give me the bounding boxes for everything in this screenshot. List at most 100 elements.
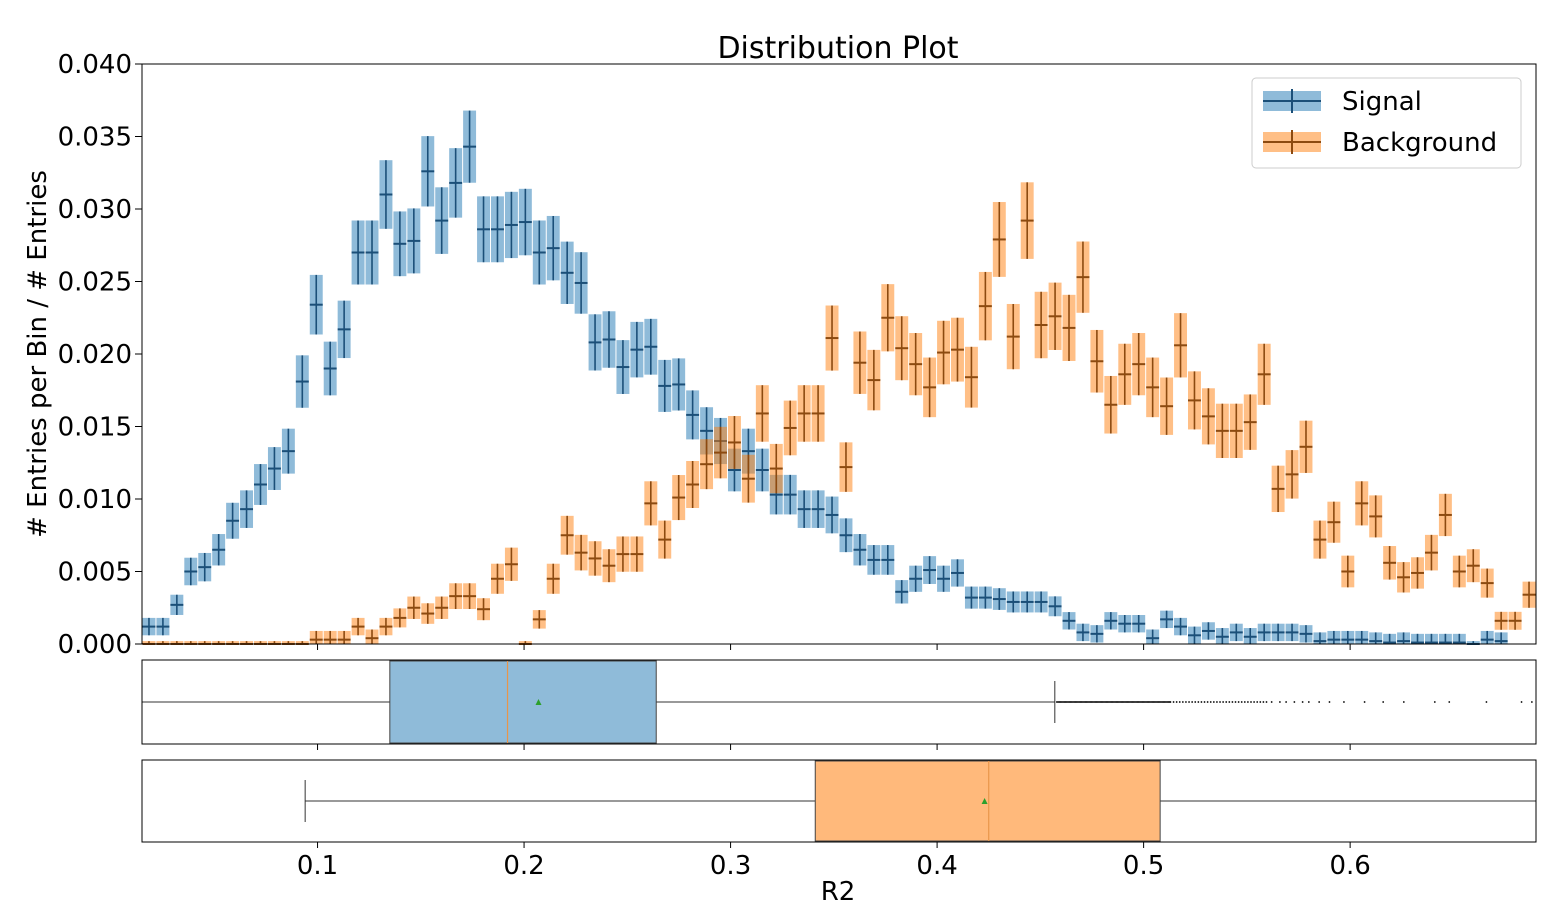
outlier <box>1126 701 1129 703</box>
y-tick-label: 0.025 <box>58 268 132 298</box>
y-tick-label: 0.000 <box>58 630 132 660</box>
outlier <box>1072 701 1074 703</box>
outlier <box>1191 701 1194 703</box>
outlier <box>1185 701 1187 703</box>
outlier <box>1095 701 1098 703</box>
outlier <box>1122 701 1125 703</box>
outlier <box>1234 701 1237 703</box>
outlier <box>1081 701 1084 703</box>
outlier <box>1209 701 1212 703</box>
outlier <box>1167 701 1170 703</box>
y-tick-label: 0.020 <box>58 340 132 370</box>
x-tick-label: 0.6 <box>1329 851 1370 881</box>
outlier <box>1105 701 1108 703</box>
x-axis: 0.1 0.2 0.3 0.4 0.5 0.6 <box>297 644 1371 881</box>
x-tick-label: 0.4 <box>916 851 957 881</box>
outlier <box>1162 701 1165 703</box>
outlier <box>1188 701 1190 703</box>
outlier <box>1151 701 1154 703</box>
outlier <box>1155 701 1157 703</box>
outlier <box>1382 701 1385 703</box>
outlier <box>1247 701 1249 703</box>
outlier <box>1178 701 1181 703</box>
y-tick-label: 0.035 <box>58 123 132 153</box>
outlier <box>1293 701 1296 703</box>
outlier <box>1059 701 1062 703</box>
outlier <box>1058 701 1061 703</box>
outlier <box>1080 701 1083 703</box>
y-tick-label: 0.005 <box>58 558 132 588</box>
outlier <box>1055 701 1058 703</box>
outlier <box>1485 701 1488 703</box>
outlier <box>1147 701 1150 703</box>
outlier <box>1115 701 1118 703</box>
outlier <box>1121 701 1124 703</box>
outlier <box>1110 701 1113 703</box>
outlier <box>1077 701 1079 703</box>
outlier <box>1146 701 1149 703</box>
x-axis-label: R2 <box>821 877 856 907</box>
histogram-panel: 0.000 0.005 0.010 0.015 0.020 0.025 0.030 0.035… <box>58 50 1537 660</box>
iqr-box <box>389 660 657 744</box>
outlier <box>1256 701 1259 703</box>
outlier <box>1112 701 1115 703</box>
outlier <box>1120 701 1123 703</box>
chart-title: Distribution Plot <box>717 31 958 66</box>
outlier <box>1206 701 1209 703</box>
outlier <box>1079 701 1082 703</box>
outlier <box>1143 701 1146 703</box>
outlier <box>1070 701 1073 703</box>
outlier <box>1119 701 1121 703</box>
panel-frame <box>141 659 1537 745</box>
outlier <box>1279 701 1281 703</box>
legend-label: Signal <box>1342 87 1422 117</box>
outlier <box>1145 701 1147 703</box>
signal-boxplot-panel <box>141 659 1537 745</box>
y-tick-label: 0.040 <box>58 50 132 80</box>
series-background <box>142 182 1536 645</box>
outlier <box>1108 701 1110 703</box>
outlier <box>1328 701 1331 703</box>
outlier <box>1270 701 1273 703</box>
outlier <box>1116 701 1119 703</box>
outlier <box>1067 701 1069 703</box>
outlier <box>1109 701 1112 703</box>
outlier <box>1090 701 1093 703</box>
outlier <box>1433 701 1436 703</box>
series-signal <box>142 110 1508 645</box>
outlier <box>1068 701 1071 703</box>
outlier <box>1057 701 1060 703</box>
outlier <box>1285 701 1288 703</box>
outlier <box>1084 701 1087 703</box>
iqr-box <box>814 760 1161 842</box>
outlier <box>1216 701 1218 703</box>
outlier <box>1098 701 1100 703</box>
outlier <box>1166 701 1169 703</box>
outlier <box>1169 701 1172 703</box>
outlier <box>1530 701 1533 703</box>
panel-frame <box>141 759 1537 843</box>
x-tick-label: 0.1 <box>297 851 338 881</box>
outlier <box>1138 701 1141 703</box>
outlier <box>1148 701 1151 703</box>
outlier <box>1237 701 1240 703</box>
outlier <box>1130 701 1133 703</box>
outlier <box>1085 701 1088 703</box>
outlier <box>1307 701 1310 703</box>
outlier <box>1318 701 1321 703</box>
background-boxplot-panel <box>141 759 1537 843</box>
outlier <box>1140 701 1143 703</box>
outlier <box>1175 701 1178 703</box>
y-axis-label: # Entries per Bin / # Entries <box>23 170 53 538</box>
outlier <box>1124 701 1126 703</box>
outlier <box>1125 701 1128 703</box>
outlier <box>1301 701 1304 703</box>
outlier <box>1089 701 1092 703</box>
outlier <box>1063 701 1066 703</box>
outlier <box>1160 701 1162 703</box>
outlier <box>1448 701 1451 703</box>
x-tick-label: 0.3 <box>710 851 751 881</box>
legend: Signal Background <box>1251 77 1522 169</box>
outlier <box>1136 701 1139 703</box>
outlier <box>1152 701 1155 703</box>
